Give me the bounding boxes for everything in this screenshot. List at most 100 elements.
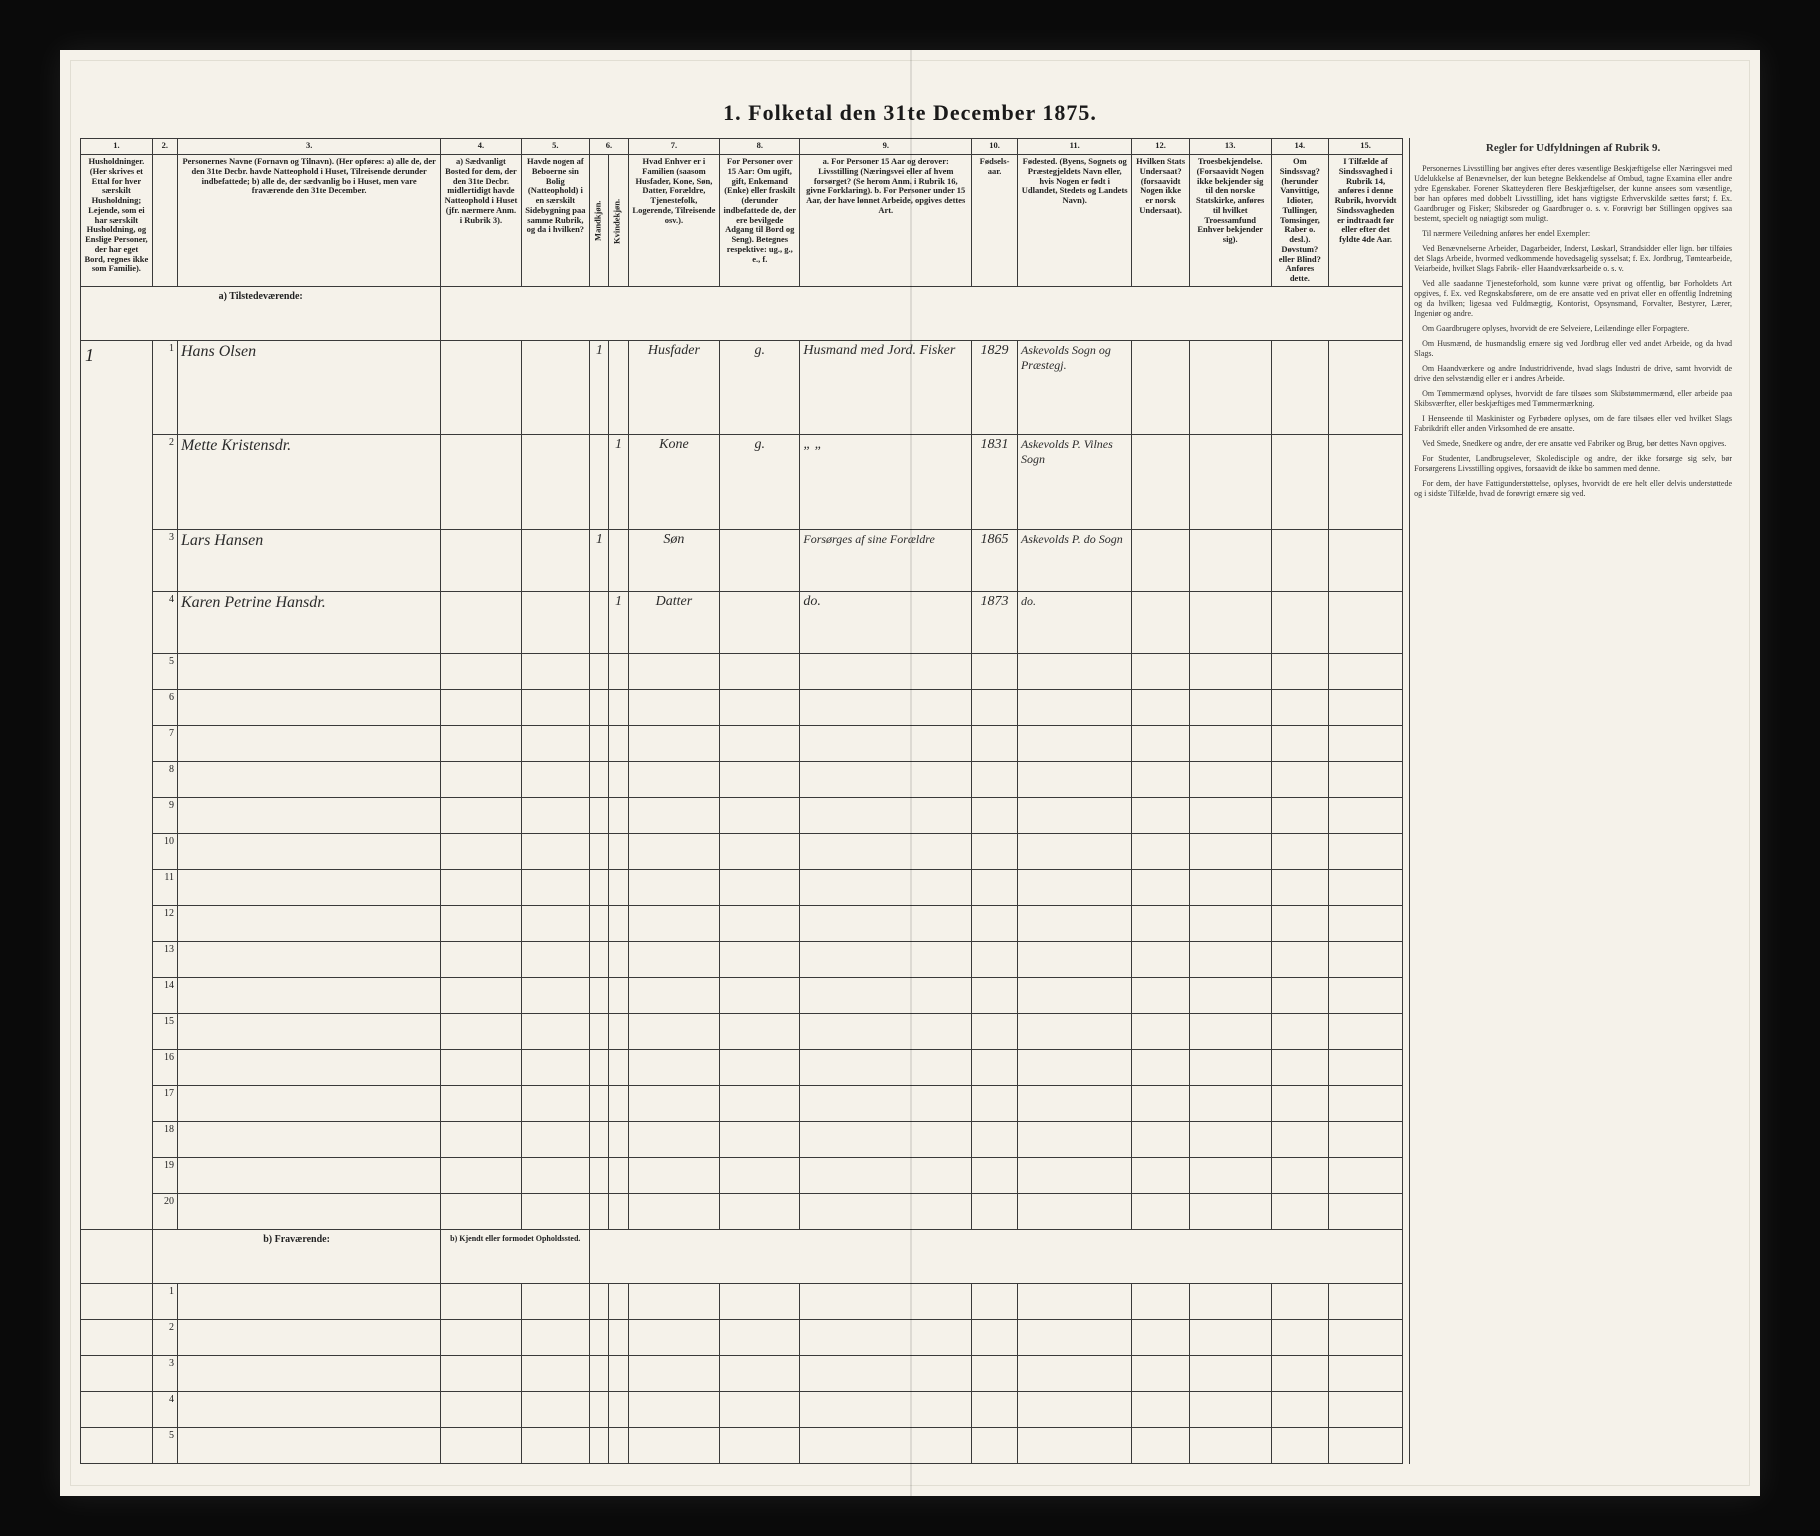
scan-frame: 1. Folketal den 31te December 1875. 1. 2…	[0, 0, 1820, 1536]
instructions-para: For dem, der have Fattigunderstøttelse, …	[1414, 479, 1732, 499]
table-row: 13	[81, 941, 1403, 977]
table-row: 5	[81, 653, 1403, 689]
colnum: 15.	[1328, 139, 1402, 155]
table-row: 2 Mette Kristensdr. 1 Kone g. „ „ 1831 A…	[81, 435, 1403, 529]
table-row: 16	[81, 1049, 1403, 1085]
table-row: 18	[81, 1121, 1403, 1157]
colnum: 10.	[972, 139, 1018, 155]
col-relation: Hvad Enhver er i Familien (saasom Husfad…	[628, 155, 720, 287]
person-name: Hans Olsen	[177, 340, 440, 434]
birthplace: do.	[1017, 591, 1132, 653]
relation: Husfader	[628, 340, 720, 434]
col-sidebuilding: Havde nogen af Beboerne sin Bolig (Natte…	[521, 155, 590, 287]
instructions-para: Om Husmænd, de husmandslig ernære sig ve…	[1414, 339, 1732, 359]
col-female: Kvindekjøn.	[609, 155, 628, 287]
row-num: 2	[152, 435, 177, 529]
colnum: 11.	[1017, 139, 1132, 155]
colnum: 6.	[590, 139, 628, 155]
document-page: 1. Folketal den 31te December 1875. 1. 2…	[60, 50, 1760, 1496]
instructions-para: Om Tømmermænd oplyses, hvorvidt de fare …	[1414, 389, 1732, 409]
col-residence: a) Sædvanligt Bosted for dem, der den 31…	[441, 155, 521, 287]
table-row: 5	[81, 1428, 1403, 1464]
table-row: 8	[81, 761, 1403, 797]
col-insane: Om Sindssvag? (herunder Vanvittige, Idio…	[1271, 155, 1328, 287]
civil	[720, 529, 800, 591]
person-name: Lars Hansen	[177, 529, 440, 591]
birthyear: 1829	[972, 340, 1018, 434]
occupation: Husmand med Jord. Fisker	[800, 340, 972, 434]
person-name: Karen Petrine Hansdr.	[177, 591, 440, 653]
colnum: 3.	[177, 139, 440, 155]
person-name: Mette Kristensdr.	[177, 435, 440, 529]
census-table: 1. 2. 3. 4. 5. 6. 7. 8. 9. 10. 11. 12. 1…	[80, 138, 1403, 1464]
col-personnum	[152, 155, 177, 287]
birthyear: 1831	[972, 435, 1018, 529]
section-label: a) Tilstedeværende:	[81, 286, 441, 340]
table-row: 17	[81, 1085, 1403, 1121]
table-row: 19	[81, 1157, 1403, 1193]
civil: g.	[720, 435, 800, 529]
instructions-para: Om Gaardbrugere oplyses, hvorvidt de ere…	[1414, 324, 1732, 334]
birthyear: 1873	[972, 591, 1018, 653]
page-title: 1. Folketal den 31te December 1875.	[80, 100, 1740, 126]
instructions-para: Personernes Livsstilling bør angives eft…	[1414, 164, 1732, 224]
table-row: 1 1 Hans Olsen 1 Husfader g. Husmand med…	[81, 340, 1403, 434]
section-sub: b) Kjendt eller formodet Opholdssted.	[441, 1229, 590, 1283]
relation: Datter	[628, 591, 720, 653]
colnum: 5.	[521, 139, 590, 155]
row-num: 4	[152, 591, 177, 653]
content: 1. 2. 3. 4. 5. 6. 7. 8. 9. 10. 11. 12. 1…	[80, 138, 1740, 1464]
birthplace: Askevolds P. Vilnes Sogn	[1017, 435, 1132, 529]
table-row: 20	[81, 1193, 1403, 1229]
instructions-para: Ved Benævnelserne Arbeider, Dagarbeider,…	[1414, 244, 1732, 274]
col-occupation: a. For Personer 15 Aar og derover: Livss…	[800, 155, 972, 287]
household-number: 1	[81, 340, 153, 1229]
table-row: 3	[81, 1356, 1403, 1392]
occupation: do.	[800, 591, 972, 653]
sex-k	[609, 529, 628, 591]
table-row: 12	[81, 905, 1403, 941]
occupation: Forsørges af sine Forældre	[800, 529, 972, 591]
table-row: 1	[81, 1284, 1403, 1320]
sex-m	[590, 435, 609, 529]
col-insane-age: I Tilfælde af Sindssvaghed i Rubrik 14, …	[1328, 155, 1402, 287]
sex-m	[590, 591, 609, 653]
sex-k: 1	[609, 435, 628, 529]
col-faith: Troesbekjendelse. (Forsaavidt Nogen ikke…	[1189, 155, 1271, 287]
table-row: 4 Karen Petrine Hansdr. 1 Datter do. 187…	[81, 591, 1403, 653]
instructions-title: Regler for Udfyldningen af Rubrik 9.	[1414, 142, 1732, 156]
colnum: 14.	[1271, 139, 1328, 155]
section-label: b) Fraværende:	[152, 1229, 441, 1283]
relation: Søn	[628, 529, 720, 591]
instructions-para: For Studenter, Landbrugselever, Skoledis…	[1414, 454, 1732, 474]
table-row: 6	[81, 689, 1403, 725]
col-birthyear: Fødsels-aar.	[972, 155, 1018, 287]
birthplace: Askevolds Sogn og Præstegj.	[1017, 340, 1132, 434]
col-citizenship: Hvilken Stats Undersaat? (forsaavidt Nog…	[1132, 155, 1189, 287]
colnum: 1.	[81, 139, 153, 155]
sex-k: 1	[609, 591, 628, 653]
table-row: 14	[81, 977, 1403, 1013]
birthyear: 1865	[972, 529, 1018, 591]
table-row: 11	[81, 869, 1403, 905]
occupation: „ „	[800, 435, 972, 529]
table-row: 4	[81, 1392, 1403, 1428]
colnum: 12.	[1132, 139, 1189, 155]
sex-k	[609, 340, 628, 434]
section-absent: b) Fraværende: b) Kjendt eller formodet …	[81, 1229, 1403, 1283]
header-row: Husholdninger. (Her skrives et Ettal for…	[81, 155, 1403, 287]
instructions-para: Til nærmere Veiledning anføres her endel…	[1414, 229, 1732, 239]
instructions-para: Ved Smede, Snedkere og andre, der ere an…	[1414, 439, 1732, 449]
instructions-para: I Henseende til Maskinister og Fyrbødere…	[1414, 414, 1732, 434]
colnum: 4.	[441, 139, 521, 155]
row-num: 3	[152, 529, 177, 591]
instructions-column: Regler for Udfyldningen af Rubrik 9. Per…	[1409, 138, 1740, 1464]
instructions-para: Ved alle saadanne Tjenesteforhold, som k…	[1414, 279, 1732, 319]
col-male: Mandkjøn.	[590, 155, 609, 287]
col-names: Personernes Navne (Fornavn og Tilnavn). …	[177, 155, 440, 287]
table-row: 7	[81, 725, 1403, 761]
table-row: 9	[81, 797, 1403, 833]
civil	[720, 591, 800, 653]
col-civil: For Personer over 15 Aar: Om ugift, gift…	[720, 155, 800, 287]
sex-m: 1	[590, 340, 609, 434]
